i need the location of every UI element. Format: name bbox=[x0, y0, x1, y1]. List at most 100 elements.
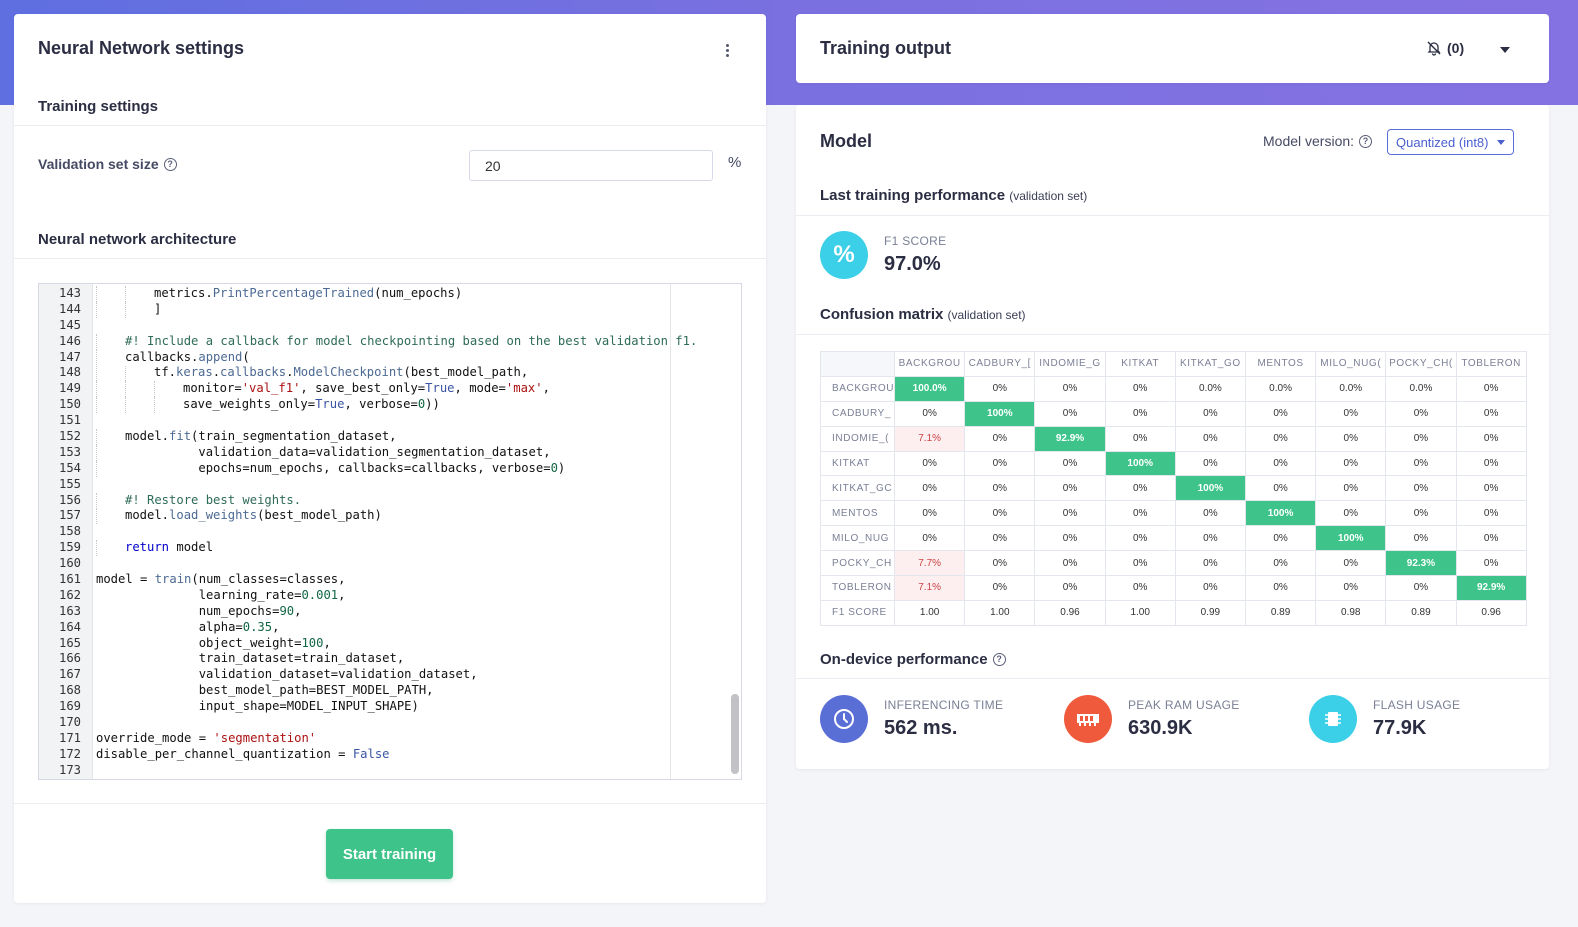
code-text: validation_data=validation_segmentation_… bbox=[125, 444, 551, 459]
line-number: 157 bbox=[58, 508, 81, 523]
start-training-button[interactable]: Start training bbox=[326, 829, 453, 879]
model-version-select[interactable]: Quantized (int8) bbox=[1387, 129, 1514, 155]
matrix-cell: 0% bbox=[1385, 475, 1457, 502]
ram-icon bbox=[1064, 695, 1112, 743]
matrix-column-header: INDOMIE_G bbox=[1034, 351, 1106, 377]
chevron-down-icon bbox=[1496, 139, 1505, 145]
divider bbox=[796, 678, 1549, 679]
help-circle-icon[interactable]: ? bbox=[163, 157, 177, 171]
line-number: 173 bbox=[58, 762, 81, 777]
code-line: 162 learning_rate=0.001, bbox=[39, 588, 741, 604]
indent-guide bbox=[96, 460, 97, 477]
editor-scrollbar[interactable] bbox=[731, 694, 739, 774]
matrix-f1-cell: 0.98 bbox=[1315, 599, 1387, 626]
matrix-row: INDOMIE_(7.1% 0% 92.9% 0% 0% 0% 0% 0% 0% bbox=[819, 425, 1527, 452]
indent-guide bbox=[96, 492, 97, 509]
matrix-cell: 0% bbox=[964, 550, 1036, 577]
matrix-cell: 0% bbox=[894, 525, 966, 552]
validation-unit: % bbox=[728, 154, 742, 171]
code-line: 152 model.fit(train_segmentation_dataset, bbox=[39, 429, 741, 445]
line-number: 153 bbox=[58, 444, 81, 459]
matrix-cell: 0% bbox=[1174, 400, 1246, 427]
chip-icon bbox=[1309, 695, 1357, 743]
matrix-cell: 0% bbox=[1455, 475, 1527, 502]
code-line: 171 override_mode = 'segmentation' bbox=[39, 731, 741, 747]
code-lines[interactable]: 143 metrics.PrintPercentageTrained(num_ep… bbox=[39, 286, 741, 779]
matrix-column-header: KITKAT_GO bbox=[1174, 351, 1246, 377]
code-text: callbacks.append( bbox=[125, 349, 250, 364]
matrix-row-header: MILO_NUG bbox=[819, 525, 896, 552]
matrix-cell: 0% bbox=[964, 475, 1036, 502]
more-vertical-icon[interactable] bbox=[722, 44, 732, 60]
matrix-column-header: MILO_NUG( bbox=[1315, 351, 1387, 377]
matrix-cell: 0% bbox=[1104, 375, 1176, 402]
model-version-label: Model version: ? bbox=[1263, 133, 1373, 149]
matrix-row: TOBLERON 7.1% 0% 0% 0% 0% 0% 0% 0% 92.9% bbox=[819, 575, 1527, 601]
matrix-cell: 0% bbox=[1455, 500, 1527, 527]
peak-ram-usage-label: PEAK RAM USAGE bbox=[1128, 698, 1240, 712]
matrix-f1-cell: 0.89 bbox=[1385, 599, 1457, 626]
matrix-row-header: POCKY_CH bbox=[819, 550, 896, 577]
divider bbox=[796, 334, 1549, 335]
matrix-cell: 92.9% bbox=[1034, 425, 1106, 452]
help-circle-icon[interactable]: ? bbox=[1359, 134, 1373, 148]
divider bbox=[14, 125, 766, 126]
code-text: object_weight=100, bbox=[96, 635, 331, 650]
validation-set-size-input[interactable] bbox=[469, 150, 713, 181]
code-text: validation_dataset=validation_dataset, bbox=[96, 667, 478, 682]
line-number: 143 bbox=[58, 286, 81, 300]
matrix-cell: 0% bbox=[1455, 400, 1527, 427]
code-line: 155 bbox=[39, 477, 741, 493]
notifications-toggle[interactable]: (0) bbox=[1426, 40, 1464, 56]
matrix-cell: 0% bbox=[1315, 475, 1387, 502]
matrix-row-header: CADBURY_ bbox=[819, 400, 896, 427]
code-line: 173 bbox=[39, 763, 741, 779]
chevron-down-icon[interactable] bbox=[1500, 47, 1510, 53]
matrix-cell: 0% bbox=[964, 525, 1036, 552]
matrix-row: CADBURY_ 0% 100% 0% 0% 0% 0% 0% 0% 0% bbox=[819, 400, 1527, 427]
validation-set-size-label: Validation set size ? bbox=[38, 156, 177, 172]
matrix-f1-cell: 0.96 bbox=[1034, 599, 1106, 626]
indent-guide bbox=[96, 365, 97, 382]
matrix-cell: 0% bbox=[1244, 525, 1317, 552]
inferencing-time-label: INFERENCING TIME bbox=[884, 698, 1004, 712]
last-training-performance-heading: Last training performance (validation se… bbox=[820, 187, 1088, 204]
code-text: override_mode = 'segmentation' bbox=[96, 730, 317, 745]
matrix-row-header: TOBLERON bbox=[819, 575, 896, 601]
print-margin bbox=[670, 284, 671, 779]
help-circle-icon[interactable]: ? bbox=[992, 653, 1006, 666]
matrix-cell: 0% bbox=[1385, 525, 1457, 552]
indent-guide bbox=[96, 301, 97, 318]
training-settings-heading: Training settings bbox=[38, 98, 159, 115]
code-text: #! Restore best weights. bbox=[125, 492, 302, 507]
line-number: 171 bbox=[58, 730, 81, 745]
code-line: 161 model = train(num_classes=classes, bbox=[39, 572, 741, 588]
indent-guide bbox=[96, 397, 97, 414]
line-number: 161 bbox=[58, 572, 81, 587]
matrix-cell: 0% bbox=[1244, 450, 1317, 477]
line-number: 150 bbox=[58, 397, 81, 412]
matrix-cell: 0.0% bbox=[1315, 375, 1387, 402]
page-title: Neural Network settings bbox=[38, 38, 245, 58]
code-editor[interactable]: 143 metrics.PrintPercentageTrained(num_ep… bbox=[38, 283, 742, 780]
matrix-cell: 100% bbox=[964, 400, 1036, 427]
matrix-cell: 0% bbox=[1034, 525, 1106, 552]
matrix-cell: 0% bbox=[1455, 450, 1527, 477]
matrix-cell: 0% bbox=[1104, 425, 1176, 452]
code-line: 167 validation_dataset=validation_datase… bbox=[39, 667, 741, 683]
code-text: return model bbox=[125, 540, 214, 555]
matrix-cell: 0.0% bbox=[1244, 375, 1317, 402]
indent-guide bbox=[96, 333, 97, 350]
line-number: 164 bbox=[58, 619, 81, 634]
code-line: 159 return model bbox=[39, 540, 741, 556]
matrix-cell: 0% bbox=[1034, 550, 1106, 577]
line-number: 168 bbox=[58, 683, 81, 698]
matrix-cell: 0% bbox=[1104, 550, 1176, 577]
matrix-row-header: KITKAT bbox=[819, 450, 896, 477]
code-text: save_weights_only=True, verbose=0)) bbox=[183, 397, 440, 412]
matrix-cell: 0% bbox=[1315, 400, 1387, 427]
code-line: 147 callbacks.append( bbox=[39, 350, 741, 366]
matrix-f1-cell: 1.00 bbox=[894, 599, 966, 626]
code-line: 157 model.load_weights(best_model_path) bbox=[39, 508, 741, 524]
peak-ram-usage-value: 630.9K bbox=[1128, 717, 1193, 739]
